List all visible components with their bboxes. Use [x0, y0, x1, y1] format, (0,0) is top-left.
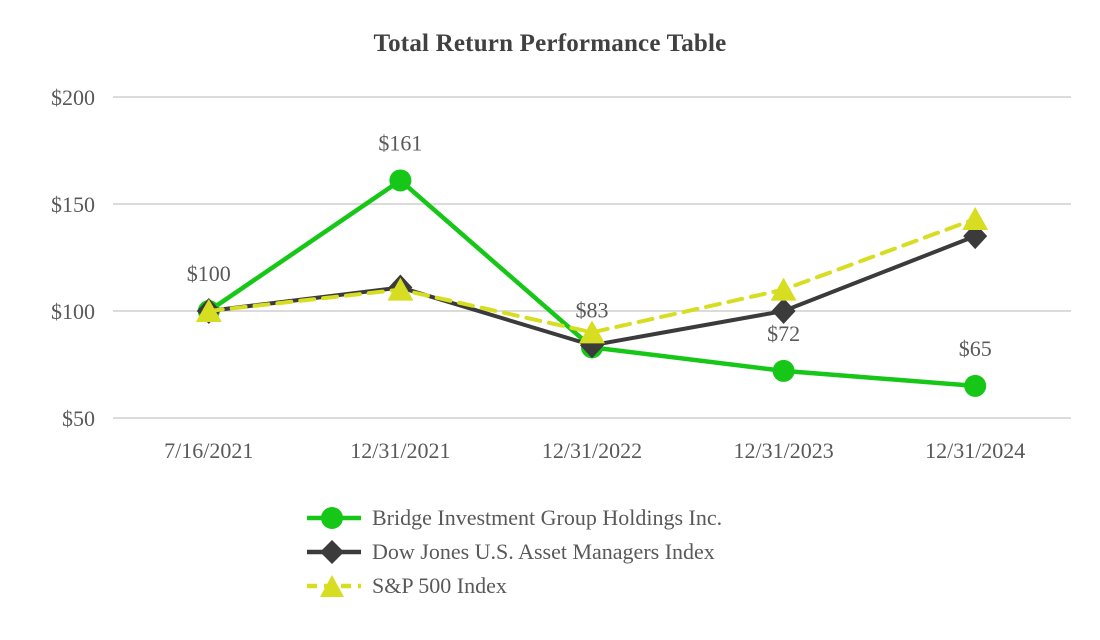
legend-triangle-glyph: [320, 575, 344, 597]
legend-label-sp500: S&P 500 Index: [372, 573, 507, 598]
legend-triangle-marker-icon: [307, 575, 361, 597]
data-point-triangle-marker: [962, 206, 989, 230]
legend: Bridge Investment Group Holdings Inc. Do…: [306, 504, 722, 600]
x-axis-tick-label: 12/31/2021: [350, 438, 450, 463]
data-point-label: $72: [767, 321, 800, 346]
data-point-triangle-marker: [195, 299, 222, 322]
x-axis-tick-label: 12/31/2023: [733, 438, 833, 463]
x-axis-tick-label: 12/31/2022: [542, 438, 642, 463]
x-axis-tick-label: 12/31/2024: [925, 438, 1025, 463]
data-point-label: $83: [576, 297, 609, 322]
data-point-circle-marker: [964, 374, 987, 397]
legend-circle-glyph: [321, 507, 343, 529]
data-point-triangle-marker: [579, 320, 605, 344]
data-point-label: $100: [187, 261, 231, 286]
legend-item-sp500: S&P 500 Index: [306, 572, 722, 600]
legend-item-bridge: Bridge Investment Group Holdings Inc.: [306, 504, 722, 532]
chart-title: Total Return Performance Table: [373, 30, 727, 57]
legend-label-dow-jones: Dow Jones U.S. Asset Managers Index: [372, 539, 715, 564]
legend-diamond-glyph: [320, 540, 344, 564]
data-point-diamond-marker: [771, 298, 796, 324]
data-point-triangle-marker: [387, 277, 414, 301]
legend-label-bridge: Bridge Investment Group Holdings Inc.: [372, 505, 723, 530]
plot-area: $200 $150 $100 $50 7/16/2021 12/31/2021 12/31/…: [51, 85, 1071, 463]
y-axis-tick-label: $50: [62, 406, 95, 431]
data-point-circle-marker: [389, 169, 412, 192]
legend-circle-marker-icon: [307, 507, 361, 529]
data-point-triangle-marker: [770, 277, 797, 301]
y-axis-tick-label: $150: [51, 192, 95, 217]
data-point-label: $65: [959, 336, 992, 361]
y-axis-tick-label: $200: [51, 85, 95, 110]
data-point-label: $161: [378, 130, 422, 155]
data-point-circle-marker: [772, 359, 795, 382]
x-axis-tick-label: 7/16/2021: [164, 438, 253, 463]
legend-diamond-marker-icon: [307, 540, 361, 564]
y-axis-tick-label: $100: [51, 299, 95, 324]
legend-item-dow-jones: Dow Jones U.S. Asset Managers Index: [306, 538, 722, 566]
